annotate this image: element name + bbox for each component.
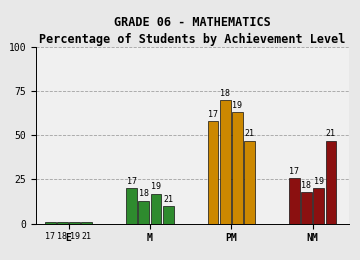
Text: 21: 21 bbox=[163, 195, 173, 204]
Bar bbox=[150, 193, 161, 224]
Bar bbox=[232, 112, 243, 224]
Title: GRADE 06 - MATHEMATICS
Percentage of Students by Achievement Level: GRADE 06 - MATHEMATICS Percentage of Stu… bbox=[39, 16, 346, 46]
Text: 18: 18 bbox=[58, 232, 67, 242]
Bar bbox=[244, 140, 255, 224]
Bar bbox=[163, 206, 174, 224]
Text: 18: 18 bbox=[139, 190, 149, 198]
Bar bbox=[313, 188, 324, 224]
Bar bbox=[45, 222, 55, 224]
Bar bbox=[325, 140, 336, 224]
Text: 18: 18 bbox=[301, 181, 311, 190]
Bar bbox=[301, 192, 312, 224]
Bar bbox=[220, 100, 230, 224]
Text: 18: 18 bbox=[220, 89, 230, 98]
Text: 17: 17 bbox=[45, 232, 55, 242]
Text: 17: 17 bbox=[208, 110, 218, 119]
Bar bbox=[139, 201, 149, 224]
Text: 17: 17 bbox=[127, 177, 136, 186]
Bar bbox=[69, 222, 80, 224]
Text: 19: 19 bbox=[69, 232, 80, 242]
Text: 21: 21 bbox=[244, 129, 255, 138]
Bar bbox=[208, 121, 218, 224]
Bar bbox=[289, 178, 300, 224]
Text: 17: 17 bbox=[289, 166, 299, 176]
Text: 19: 19 bbox=[314, 177, 324, 186]
Bar bbox=[126, 188, 137, 224]
Text: 21: 21 bbox=[82, 232, 92, 242]
Bar bbox=[81, 222, 92, 224]
Bar bbox=[57, 222, 68, 224]
Text: 19: 19 bbox=[151, 183, 161, 191]
Text: 21: 21 bbox=[326, 129, 336, 138]
Text: 19: 19 bbox=[232, 101, 242, 110]
